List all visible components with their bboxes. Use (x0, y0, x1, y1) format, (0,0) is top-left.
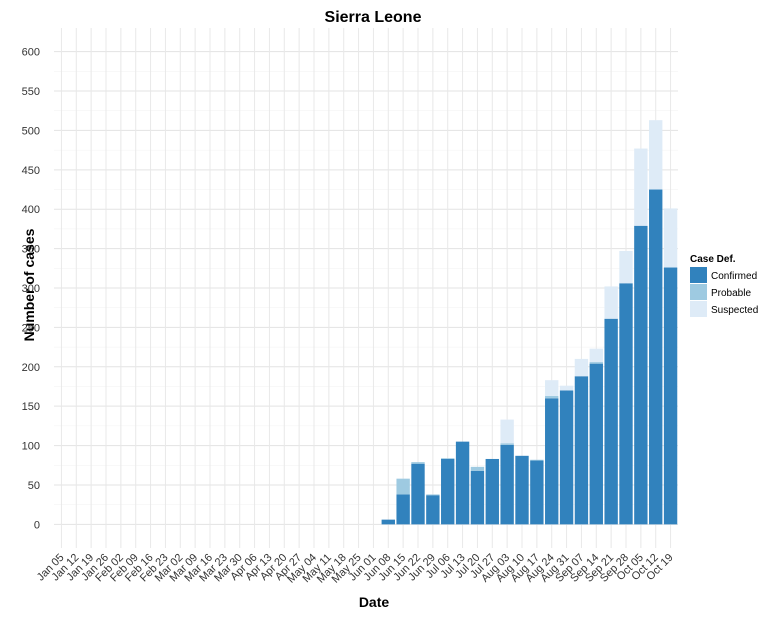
y-tick-label: 100 (22, 441, 40, 453)
y-axis-title: Number of cases (21, 228, 37, 341)
y-tick-label: 300 (22, 283, 40, 295)
bar-suspected (545, 380, 559, 396)
bar-probable (426, 494, 440, 496)
bar-confirmed (500, 444, 514, 525)
y-tick-label: 250 (22, 322, 40, 334)
bar-suspected (604, 286, 618, 319)
legend-label-confirmed: Confirmed (711, 271, 757, 282)
bar-probable (545, 395, 559, 399)
legend-label-probable: Probable (711, 288, 751, 299)
bar-confirmed (411, 463, 425, 525)
bar-confirmed (559, 390, 574, 525)
bar-confirmed (619, 283, 633, 525)
bar-confirmed (441, 458, 455, 525)
bar-probable (500, 443, 514, 445)
y-tick-label: 50 (28, 480, 40, 492)
bar-confirmed (604, 318, 618, 525)
bar-probable (396, 478, 410, 495)
bar-suspected (500, 419, 514, 444)
bar-suspected (559, 385, 574, 391)
bar-probable (470, 466, 485, 471)
legend-key-probable (690, 284, 707, 300)
y-axis: 0 50 100 150 200 250 300 350 400 450 500 550 600 (22, 47, 40, 532)
bar-probable (441, 458, 455, 459)
y-tick-label: 350 (22, 244, 40, 256)
y-tick-label: 450 (22, 165, 40, 177)
bar-probable (530, 459, 544, 461)
y-tick-label: 500 (22, 125, 40, 137)
legend-key-confirmed (690, 267, 707, 283)
legend: Case Def. Confirmed Probable Suspected (690, 254, 758, 317)
bar-probable (589, 362, 603, 364)
bar-confirmed (470, 470, 485, 525)
legend-label-suspected: Suspected (711, 305, 758, 316)
bar-confirmed (589, 363, 603, 525)
x-axis-title: Date (359, 594, 390, 610)
bar-probable (411, 462, 425, 464)
bar-confirmed (426, 495, 440, 525)
bar-confirmed (634, 225, 648, 525)
bar-confirmed (663, 267, 678, 525)
bar-confirmed (574, 376, 589, 525)
legend-key-suspected (690, 301, 707, 317)
bar-confirmed (530, 460, 544, 525)
grid (54, 28, 678, 548)
y-tick-label: 550 (22, 86, 40, 98)
y-tick-label: 600 (22, 47, 40, 59)
bar-suspected (589, 348, 603, 363)
bar-confirmed (485, 458, 499, 525)
bar-confirmed (396, 494, 410, 525)
bar-confirmed (381, 519, 395, 525)
legend-title: Case Def. (690, 254, 736, 265)
bar-suspected (634, 148, 648, 226)
bars (381, 120, 678, 525)
bar-suspected (574, 358, 589, 377)
bar-confirmed (455, 441, 470, 525)
y-tick-label: 400 (22, 204, 40, 216)
y-tick-label: 0 (34, 519, 40, 531)
bar-confirmed (649, 189, 663, 525)
y-tick-label: 200 (22, 362, 40, 374)
bar-confirmed (515, 455, 529, 525)
y-tick-label: 150 (22, 401, 40, 413)
bar-suspected (663, 208, 678, 268)
bar-suspected (619, 250, 633, 284)
bar-confirmed (545, 398, 559, 525)
bar-suspected (649, 120, 663, 190)
chart-title: Sierra Leone (325, 9, 422, 26)
